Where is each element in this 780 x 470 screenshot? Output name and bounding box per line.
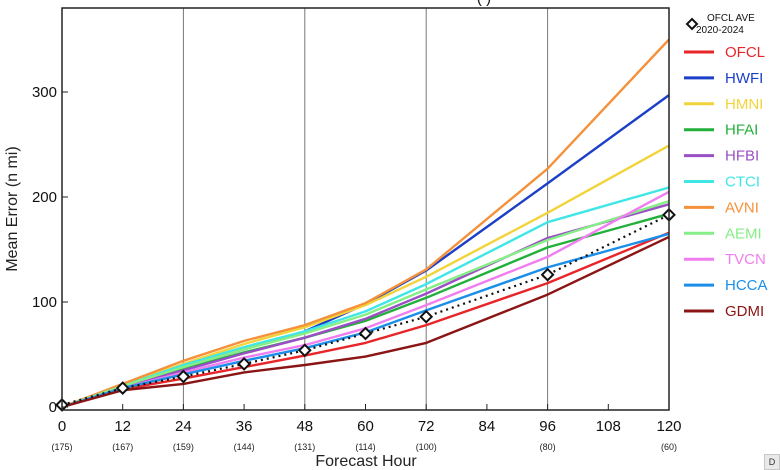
x-tick-label-72: 72 (418, 418, 435, 435)
y-tick-label-100: 100 (32, 294, 57, 311)
series-line-avni (61, 38, 670, 409)
title-fragment: ( ) (477, 0, 491, 7)
x-tick-label-48: 48 (296, 418, 313, 435)
case-count-24: (159) (173, 442, 194, 452)
y-axis-title: Mean Error (n mi) (4, 146, 21, 271)
average-marker-24 (176, 369, 191, 384)
average-marker-48 (297, 343, 312, 358)
x-axis-ticks: 0 12 24 36 48 60 72 84 96 108 120 (58, 404, 682, 435)
case-count-36: (144) (234, 442, 255, 452)
case-count-48: (131) (294, 442, 315, 452)
x-tick-label-108: 108 (596, 418, 621, 435)
case-count-12: (167) (112, 442, 133, 452)
x-tick-label-36: 36 (236, 418, 253, 435)
average-marker-60 (358, 326, 373, 341)
plot-area (62, 8, 669, 410)
case-count-0: (175) (51, 442, 72, 452)
legend-label-ctci: CTCI (725, 174, 760, 191)
legend-average-label-1: OFCL AVE (707, 13, 755, 24)
y-tick-label-200: 200 (32, 189, 57, 206)
y-tick-label-300: 300 (32, 84, 57, 101)
legend-label-hcca: HCCA (725, 277, 768, 294)
legend-average-label-2: 2020-2024 (696, 25, 744, 36)
x-tick-label-120: 120 (656, 418, 681, 435)
y-tick-label-0: 0 (49, 399, 57, 416)
case-count-labels: (175) (167) (159) (144) (131) (114) (100) (80) (… (51, 442, 677, 452)
legend-label-hwfi: HWFI (725, 70, 763, 87)
case-count-60: (114) (355, 442, 375, 452)
legend-label-tvcn: TVCN (725, 251, 766, 268)
legend-label-hmni: HMNI (725, 96, 763, 113)
average-marker-96 (540, 267, 555, 282)
x-tick-label-96: 96 (539, 418, 556, 435)
vertical-gridlines (182, 8, 549, 410)
x-axis-title: Forecast Hour (315, 453, 417, 470)
x-tick-label-84: 84 (479, 418, 496, 435)
series-line-aemi (61, 200, 670, 409)
legend-label-aemi: AEMI (725, 225, 762, 242)
average-marker-36 (237, 357, 252, 371)
average-marker-12 (115, 381, 130, 396)
legend-label-ofcl: OFCL (725, 44, 765, 61)
x-tick-label-60: 60 (357, 418, 374, 435)
legend-label-hfbi: HFBI (725, 148, 759, 165)
case-count-96: (80) (540, 442, 556, 452)
legend-label-avni: AVNI (725, 199, 759, 216)
average-line (55, 207, 676, 412)
legend-average-marker (685, 17, 699, 31)
title-fragment-text: ( ) (477, 0, 491, 7)
legend-label-gdmi: GDMI (725, 303, 764, 320)
legend-label-hfai: HFAI (725, 122, 758, 139)
y-axis-ticks: 0 100 200 300 (32, 84, 68, 416)
x-tick-label-0: 0 (58, 418, 66, 435)
series-line-gdmi (61, 235, 670, 409)
corner-badge: D (764, 454, 780, 470)
average-marker-72 (419, 309, 434, 324)
x-tick-label-24: 24 (175, 418, 192, 435)
case-count-72: (100) (416, 442, 437, 452)
case-count-120: (60) (661, 442, 677, 452)
x-tick-label-12: 12 (114, 418, 131, 435)
